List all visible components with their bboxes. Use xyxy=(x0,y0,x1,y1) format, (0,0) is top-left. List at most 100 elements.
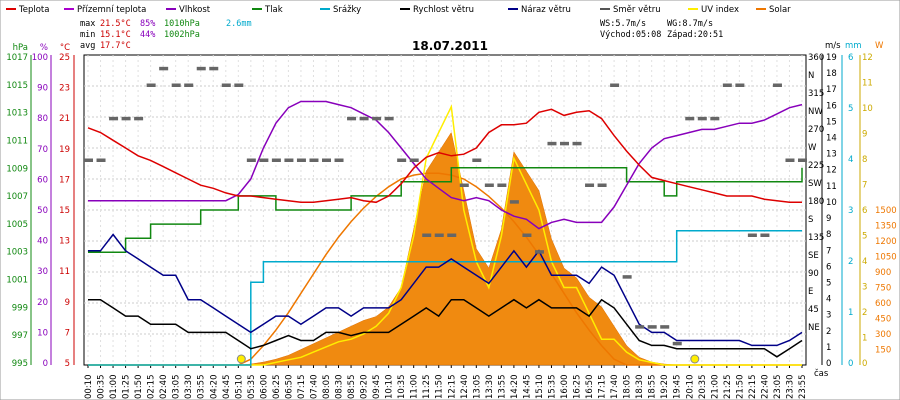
stats-max-press: 1010hPa xyxy=(164,19,200,29)
stats-sunset: Západ:20:51 xyxy=(667,30,723,40)
legend-label: Přízemní teplota xyxy=(77,5,146,15)
dir-label: NE xyxy=(808,323,820,333)
gust-line xyxy=(88,233,803,347)
hpa-axis-tick: 1015 xyxy=(6,81,28,91)
x-tick-label: 17:40 xyxy=(610,375,620,400)
wm2-tick: 450 xyxy=(875,315,891,325)
hpa-axis-label: hPa xyxy=(13,43,28,53)
x-tick-label: 07:15 xyxy=(297,375,307,400)
x-tick-label: 01:00 xyxy=(109,375,119,400)
pct-axis-tick: 20 xyxy=(37,298,48,308)
wind-dir-mark xyxy=(121,116,131,121)
x-tick-label: 06:00 xyxy=(259,375,269,400)
w-tick: 4 xyxy=(862,257,867,267)
pct-axis-tick: 50 xyxy=(37,206,48,216)
x-tick-label: 23:05 xyxy=(773,375,783,400)
wind-dir-mark xyxy=(610,83,620,87)
wind-dir-mark xyxy=(522,233,532,237)
wind-dir-mark xyxy=(672,341,682,346)
pct-axis-tick: 10 xyxy=(37,328,48,338)
ms-tick: 3 xyxy=(826,311,831,321)
x-tick-label: 08:05 xyxy=(322,375,332,400)
w-tick: 3 xyxy=(862,283,867,293)
degc-axis-tick: 23 xyxy=(59,84,70,94)
dir-label: 180 xyxy=(808,197,824,207)
pct-axis-tick: 90 xyxy=(37,84,48,94)
wind-dir-mark xyxy=(96,158,106,162)
x-tick-label: 03:55 xyxy=(197,375,207,400)
pct-axis-tick: 80 xyxy=(37,114,48,124)
w-tick: 9 xyxy=(862,130,867,140)
x-tick-label: 14:45 xyxy=(522,375,532,400)
wind-dir-mark xyxy=(747,233,757,237)
x-tick-label: 05:10 xyxy=(234,375,244,400)
chart-title: 18.07.2011 xyxy=(412,39,488,53)
x-tick-label: 08:30 xyxy=(335,375,345,400)
stats-max-rain: 2.6mm xyxy=(226,19,252,29)
stats-ws: WS:5.7m/s xyxy=(600,19,646,29)
x-tick-label: 01:25 xyxy=(122,375,132,400)
wind-dir-mark xyxy=(572,141,582,146)
stats-min-press: 1002hPa xyxy=(164,30,200,40)
wind-dir-mark xyxy=(271,158,281,162)
dir-label: 135 xyxy=(808,233,824,243)
x-tick-label: 13:05 xyxy=(472,375,482,400)
hpa-axis-tick: 1003 xyxy=(6,248,28,258)
hpa-axis-tick: 999 xyxy=(12,303,28,313)
ms-tick: 13 xyxy=(826,150,837,160)
dir-label: 270 xyxy=(808,125,824,135)
dir-label: 90 xyxy=(808,269,819,279)
ms-tick: 16 xyxy=(826,101,837,111)
wind-dir-mark xyxy=(384,116,394,121)
w-tick: 2 xyxy=(862,308,867,318)
pct-axis-label: % xyxy=(40,43,48,53)
mm-tick: 4 xyxy=(848,155,853,165)
w-tick: 7 xyxy=(862,181,867,191)
x-tick-label: 04:45 xyxy=(222,375,232,400)
stats-max-hum: 85% xyxy=(140,19,155,29)
x-tick-label: 17:15 xyxy=(598,375,608,400)
pct-axis-tick: 100 xyxy=(32,53,48,63)
wind-dir-mark xyxy=(459,183,469,187)
ms-tick: 0 xyxy=(826,359,831,369)
stats-min-hum: 44% xyxy=(140,30,155,40)
x-tick-label: 03:05 xyxy=(172,375,182,400)
wind-dir-mark xyxy=(184,83,194,87)
ms-tick: 18 xyxy=(826,69,837,79)
wind-dir-mark xyxy=(109,116,119,121)
w-tick: 0 xyxy=(862,359,867,369)
w-tick: 12 xyxy=(862,53,873,63)
w-label: W xyxy=(875,41,884,51)
ms-tick: 12 xyxy=(826,166,837,176)
wind-dir-mark xyxy=(710,116,720,121)
dir-label: E xyxy=(808,287,813,297)
ms-tick: 8 xyxy=(826,230,831,240)
wind-dir-mark xyxy=(547,141,557,146)
hpa-axis-tick: 1017 xyxy=(6,53,28,63)
wm2-tick: 900 xyxy=(875,268,891,278)
ms-tick: 15 xyxy=(826,117,837,127)
wind-dir-mark xyxy=(159,66,169,71)
x-tick-label: 18:55 xyxy=(648,375,658,400)
hpa-axis-tick: 997 xyxy=(12,331,28,341)
x-tick-label: 09:20 xyxy=(360,375,370,400)
wind-dir-mark xyxy=(534,250,544,254)
w-tick: 10 xyxy=(862,104,873,114)
legend-label: Náraz větru xyxy=(521,5,571,15)
temperature-line xyxy=(87,108,802,204)
stats-sunrise: Východ:05:08 xyxy=(600,30,661,40)
mm-label: mm xyxy=(845,41,862,51)
wind-dir-mark xyxy=(685,116,695,121)
wind-dir-mark xyxy=(84,158,93,162)
x-tick-label: 18:05 xyxy=(623,375,633,400)
dir-label: 360 xyxy=(808,53,824,63)
x-tick-label: 19:45 xyxy=(673,375,683,400)
wind-dir-mark xyxy=(785,158,795,162)
x-tick-label: 11:25 xyxy=(422,375,432,400)
degc-axis-tick: 21 xyxy=(59,114,70,124)
x-tick-label: 00:35 xyxy=(97,375,107,400)
wind-dir-mark xyxy=(296,158,306,162)
wm2-tick: 750 xyxy=(875,284,891,294)
plot-area xyxy=(84,66,807,366)
